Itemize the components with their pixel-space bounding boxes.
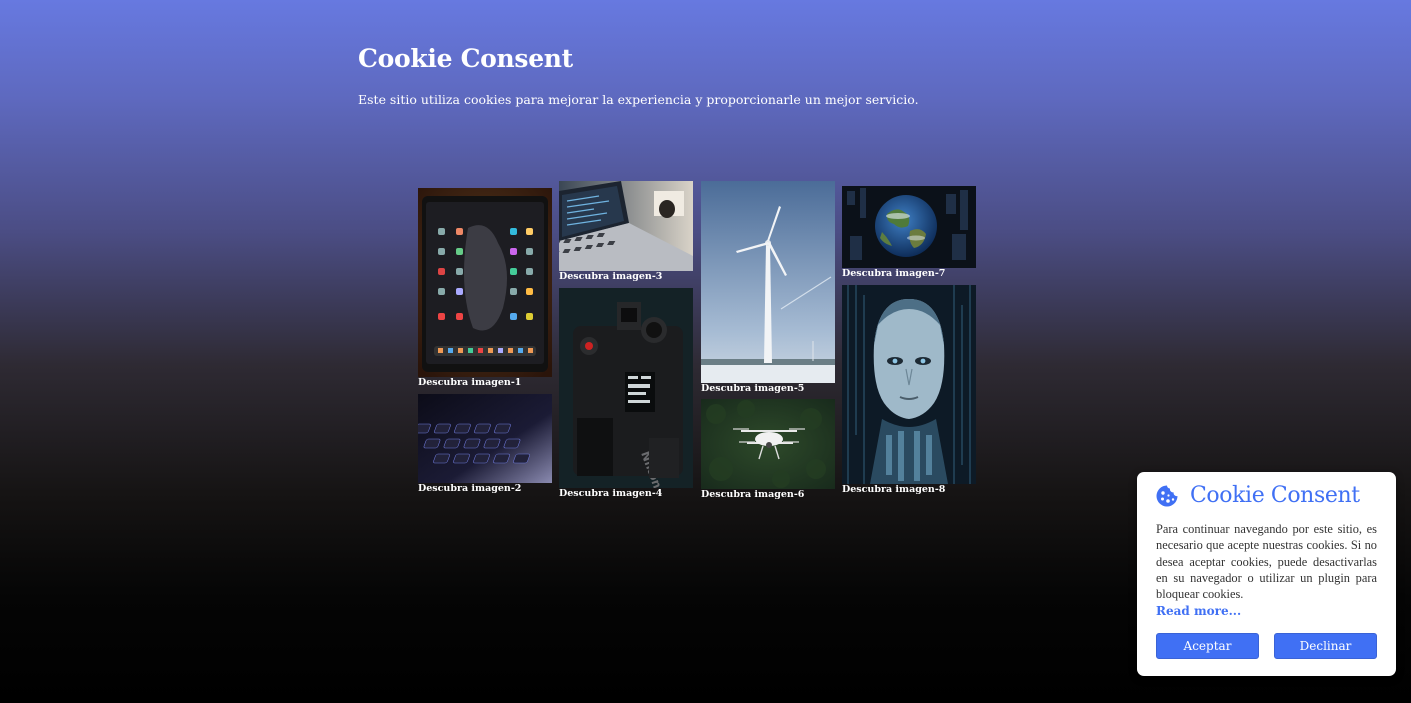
- gallery-item-2[interactable]: Descubra imagen-2: [418, 394, 552, 494]
- gallery-item-7[interactable]: Descubra imagen-7: [842, 186, 976, 279]
- page-title: Cookie Consent: [358, 44, 573, 73]
- gallery-item-5[interactable]: Descubra imagen-5: [701, 181, 835, 394]
- gallery-item-8[interactable]: Descubra imagen-8: [842, 285, 976, 495]
- robot-face-photo[interactable]: [842, 285, 976, 484]
- gallery-caption: Descubra imagen-2: [418, 483, 522, 494]
- page-intro: Este sitio utiliza cookies para mejorar …: [358, 92, 919, 107]
- gallery-caption: Descubra imagen-5: [701, 383, 805, 394]
- gallery-item-4[interactable]: Nikon Descubra imagen-4: [559, 288, 693, 499]
- laptop-photo[interactable]: [559, 181, 693, 271]
- cookie-header: Cookie Consent: [1155, 483, 1360, 508]
- gallery-caption: Descubra imagen-3: [559, 271, 663, 282]
- gallery-item-1[interactable]: Descubra imagen-1: [418, 188, 552, 388]
- cookie-icon: [1156, 485, 1178, 506]
- gallery-item-3[interactable]: Descubra imagen-3: [559, 181, 693, 282]
- earth-photo[interactable]: [842, 186, 976, 268]
- wind-turbine-photo[interactable]: [701, 181, 835, 383]
- gallery-item-6[interactable]: Descubra imagen-6: [701, 399, 835, 500]
- camera-photo[interactable]: Nikon: [559, 288, 693, 488]
- cookie-consent-card: Cookie Consent Para continuar navegando …: [1137, 472, 1396, 676]
- drone-photo[interactable]: [701, 399, 835, 489]
- cookie-title: Cookie Consent: [1190, 483, 1360, 508]
- cookie-text: Para continuar navegando por este sitio,…: [1156, 522, 1377, 602]
- keyboard-photo[interactable]: [418, 394, 552, 483]
- gallery-caption: Descubra imagen-8: [842, 484, 946, 495]
- accept-button[interactable]: Aceptar: [1156, 633, 1259, 659]
- gallery-caption: Descubra imagen-4: [559, 488, 663, 499]
- tablet-photo[interactable]: [418, 188, 552, 377]
- gallery-caption: Descubra imagen-6: [701, 489, 805, 500]
- gallery-caption: Descubra imagen-7: [842, 268, 946, 279]
- gallery-caption: Descubra imagen-1: [418, 377, 522, 388]
- decline-button[interactable]: Declinar: [1274, 633, 1377, 659]
- read-more-link[interactable]: Read more...: [1156, 604, 1242, 618]
